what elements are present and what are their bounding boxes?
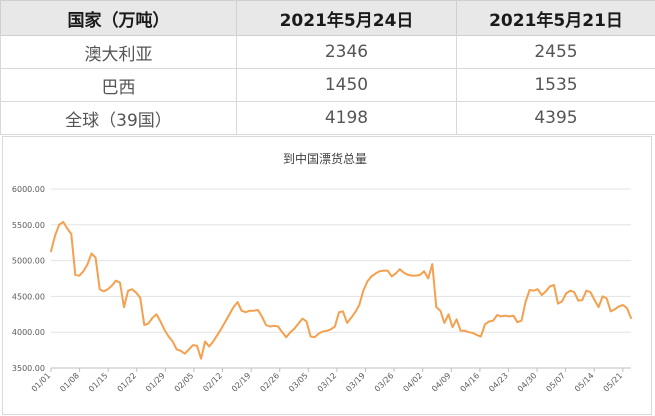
row-value-may21: 1535 — [456, 68, 655, 102]
x-tick-label: 03/12 — [316, 371, 339, 394]
x-tick-label: 05/07 — [544, 371, 567, 394]
series-line — [50, 220, 632, 360]
x-tick-label: 04/30 — [516, 371, 539, 394]
x-tick-label: 02/05 — [173, 371, 196, 394]
row-country-name: 巴西 — [0, 68, 237, 102]
row-value-may24: 1450 — [236, 68, 457, 102]
header-may24: 2021年5月24日 — [236, 0, 457, 36]
header-may21: 2021年5月21日 — [456, 0, 655, 36]
x-tick-label: 02/26 — [258, 371, 281, 394]
x-tick-label: 04/16 — [459, 371, 482, 394]
table-row: 全球（39国） 4198 4395 — [0, 101, 655, 135]
y-tick-label: 5000.00 — [12, 257, 45, 266]
x-tick-label: 04/02 — [401, 371, 424, 394]
x-tick-label: 02/19 — [230, 371, 253, 394]
chart-panel: 到中国漂货总量 3500.00 4000.00 4500.00 5000.00 5500… — [2, 136, 652, 415]
summary-table: 国家（万吨） 2021年5月24日 2021年5月21日 澳大利亚 2346 2… — [0, 0, 655, 135]
table-header-row: 国家（万吨） 2021年5月24日 2021年5月21日 — [0, 0, 655, 36]
x-tick-label: 03/19 — [344, 371, 367, 394]
row-value-may21: 2455 — [456, 35, 655, 69]
row-country-name: 澳大利亚 — [0, 35, 237, 69]
x-tick-label: 01/08 — [58, 371, 81, 394]
y-tick-label: 5500.00 — [12, 221, 45, 230]
line-chart: 到中国漂货总量 3500.00 4000.00 4500.00 5000.00 5500… — [12, 151, 632, 394]
row-value-may24: 2346 — [236, 35, 457, 69]
x-tick-label: 01/15 — [87, 371, 110, 394]
series-layer — [50, 220, 632, 360]
x-tick-label: 04/09 — [430, 371, 453, 394]
y-axis-ticks: 3500.00 4000.00 4500.00 5000.00 5500.00 6000.… — [12, 185, 45, 373]
chart-title: 到中国漂货总量 — [283, 151, 367, 166]
y-tick-label: 3500.00 — [12, 364, 45, 373]
x-tick-label: 01/01 — [30, 371, 53, 394]
x-axis-ticks: 01/01 01/08 01/15 01/22 01/29 02/05 02/12 02/19… — [30, 368, 625, 394]
x-tick-label: 02/12 — [201, 371, 224, 394]
row-country-name: 全球（39国） — [0, 101, 237, 135]
table-row: 澳大利亚 2346 2455 — [0, 35, 655, 69]
row-value-may24: 4198 — [236, 101, 457, 135]
x-tick-label: 01/29 — [144, 371, 167, 394]
x-tick-label: 05/14 — [573, 371, 596, 394]
x-tick-label: 03/05 — [287, 371, 310, 394]
x-tick-label: 03/26 — [373, 371, 396, 394]
x-tick-label: 01/22 — [116, 371, 139, 394]
x-tick-label: 05/21 — [602, 371, 625, 394]
header-country: 国家（万吨） — [0, 0, 237, 36]
y-tick-label: 4500.00 — [12, 292, 45, 301]
y-tick-label: 4000.00 — [12, 328, 45, 337]
y-tick-label: 6000.00 — [12, 185, 45, 194]
x-tick-label: 04/23 — [487, 371, 510, 394]
table-row: 巴西 1450 1535 — [0, 68, 655, 102]
row-value-may21: 4395 — [456, 101, 655, 135]
gridlines — [51, 188, 631, 369]
